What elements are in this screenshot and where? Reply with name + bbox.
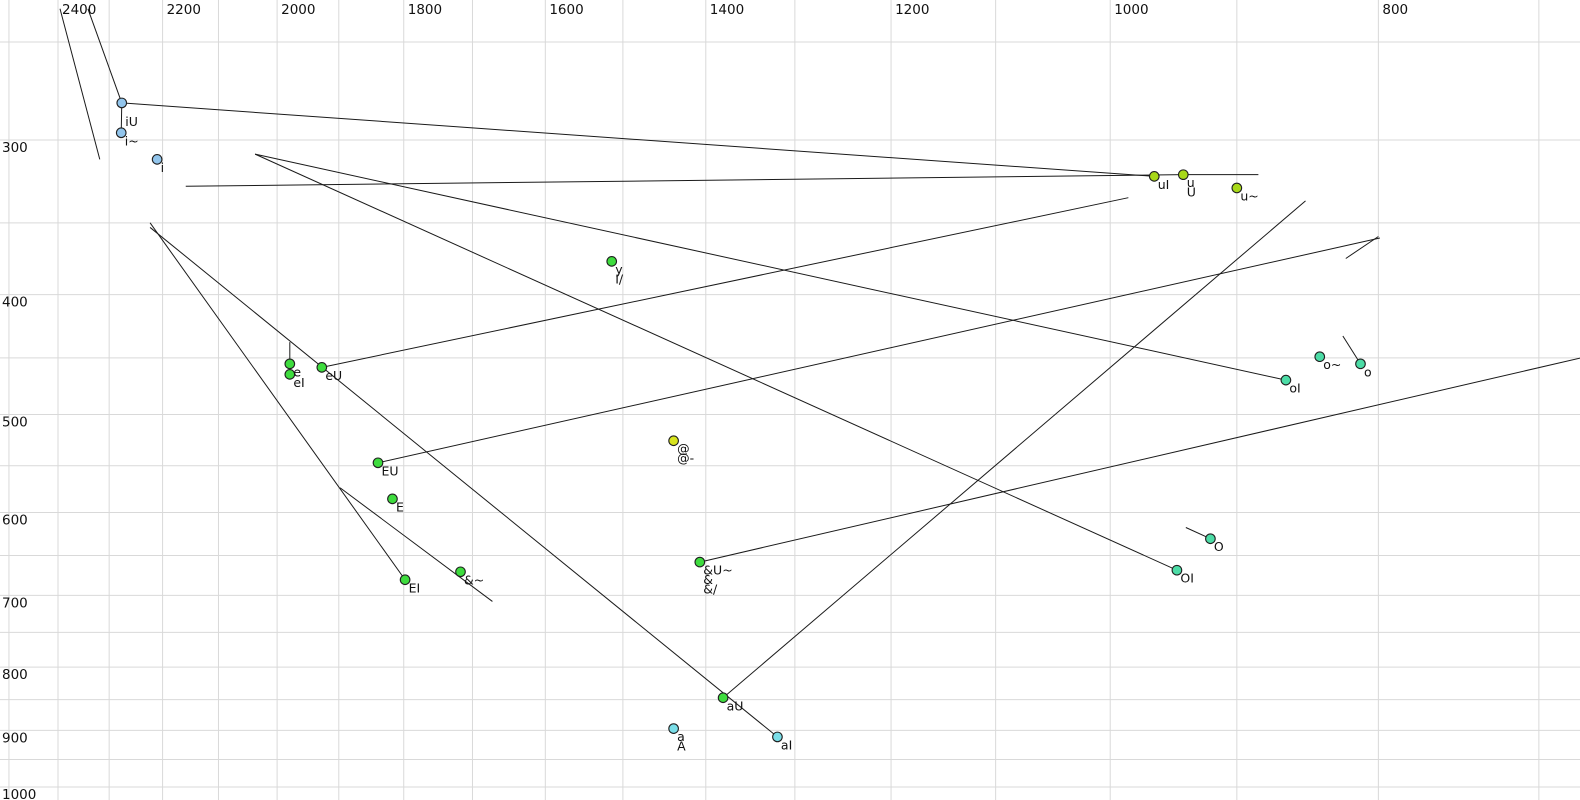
point-label-a: a [677,729,685,744]
point-label-u: u [1187,175,1195,190]
point-label-EU: EU [381,463,398,478]
point-label-i~: i~ [125,133,139,148]
x-tick-label-1000: 1000 [1114,2,1148,18]
point-EU [372,457,384,469]
point-label-y: y [615,262,623,277]
point-label-&U~-2: &/ [703,582,718,597]
traj-&U~-right [699,357,1580,563]
point-o [1355,358,1366,370]
traj-to-u [185,174,1184,187]
traj-aU-upright [722,200,1306,699]
y-tick-label-400: 400 [2,295,28,311]
point-label-y-1: I/ [615,271,624,286]
point-label-aU: aU [727,698,744,713]
point-aI [772,731,783,743]
point-eI [284,369,296,380]
x-tick-label-2000: 2000 [281,2,315,18]
point-label-eU: eU [325,368,342,383]
traj-fan1-to-OI [254,153,1178,571]
point-iU [116,97,128,109]
point-label-@: @ [677,441,690,456]
point-label-u~: u~ [1240,188,1258,203]
point-u~ [1231,182,1243,194]
y-tick-label-300: 300 [2,140,28,156]
x-tick-label-2200: 2200 [167,2,201,18]
traj-top-left-outer [59,8,101,160]
point-label-E: E [396,499,404,514]
y-tick-label-700: 700 [2,595,28,611]
point-label-o: o [1364,364,1372,379]
point-&~ [455,566,466,578]
x-tick-label-1400: 1400 [710,2,744,18]
point-E [387,493,398,505]
y-tick-label-1000: 1000 [2,787,36,800]
point-label-OI: OI [1180,571,1194,586]
point-label-uI: uI [1158,177,1170,192]
point-O [1205,533,1216,545]
point-@ [668,435,679,447]
traj-fan2-to-EI [149,222,406,581]
point-label-aI: aI [781,737,792,752]
y-tick-label-800: 800 [2,667,28,683]
y-tick-label-600: 600 [2,512,28,528]
traj-fan2-to-aI [149,227,778,738]
y-tick-label-900: 900 [2,730,28,746]
x-tick-label-1200: 1200 [895,2,929,18]
point-i [151,154,163,165]
traj-to-iU [87,8,123,104]
point-label-a-1: A [677,739,686,754]
point-label-eI: eI [293,375,304,390]
point-aU [717,692,729,704]
x-tick-label-800: 800 [1382,2,1408,18]
point-label-u-1: U [1187,185,1196,200]
point-label-&U~: &U~ [703,563,732,578]
point-label-i: i [161,160,164,175]
point-uI [1148,171,1160,182]
point-o~ [1314,351,1326,363]
traj-fan1-to-oI [254,153,1286,381]
x-tick-label-1600: 1600 [549,2,583,18]
point-label-EI: EI [409,580,421,595]
point-label-o~: o~ [1323,357,1341,372]
point-oI [1280,374,1292,386]
point-eU [316,362,328,373]
point-e [284,358,296,370]
point-y [606,255,618,267]
traj-frag-near-o~ [1345,236,1379,259]
point-label-oI: oI [1289,381,1300,396]
x-tick-label-2400: 2400 [62,2,96,18]
traj-to-o [1342,335,1361,365]
point-label-e: e [293,364,301,379]
point-label-&U~-1: & [703,572,713,587]
traj-eU-upright [321,197,1129,368]
traj-EU-upright [377,237,1380,464]
point-i~ [115,127,127,139]
y-tick-label-500: 500 [2,415,28,431]
point-label-@-1: @- [677,451,694,466]
x-tick-label-1800: 1800 [408,2,442,18]
point-OI [1171,564,1183,576]
point-&U~ [694,556,706,568]
point-label-iU: iU [125,114,138,129]
traj-iU-to-uI [121,102,1155,177]
point-u [1177,169,1189,181]
traj-through-&~ [339,487,493,602]
point-label-&~: &~ [464,572,484,587]
point-label-O: O [1214,539,1224,554]
point-EI [399,574,411,586]
point-a [668,723,679,734]
